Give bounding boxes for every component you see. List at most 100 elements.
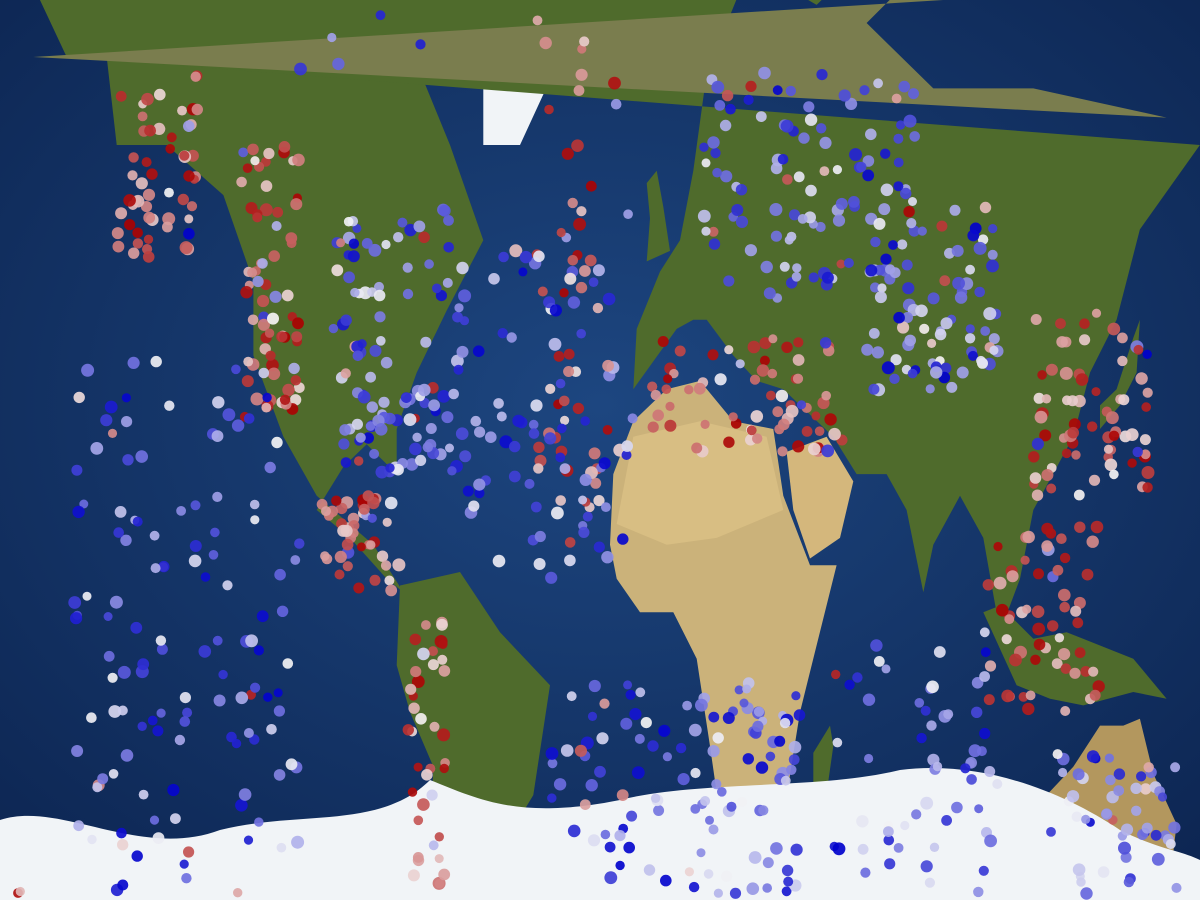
data-point xyxy=(602,425,613,435)
data-point xyxy=(873,656,885,667)
data-point xyxy=(343,216,354,227)
data-point xyxy=(831,669,841,680)
data-point xyxy=(186,201,198,212)
data-point xyxy=(253,645,264,656)
data-point xyxy=(1059,366,1073,380)
data-point xyxy=(362,432,374,444)
data-point xyxy=(493,398,504,409)
data-point xyxy=(167,783,180,797)
data-point xyxy=(1056,336,1068,348)
data-point xyxy=(592,264,605,277)
data-point xyxy=(623,680,633,690)
data-point xyxy=(108,705,122,718)
data-point xyxy=(437,654,448,665)
data-point xyxy=(890,354,902,366)
data-point xyxy=(564,272,577,285)
data-point xyxy=(908,88,919,100)
data-point xyxy=(979,627,990,638)
data-point xyxy=(852,672,863,683)
data-point xyxy=(870,639,883,652)
data-point xyxy=(755,111,767,122)
data-point xyxy=(973,886,984,898)
data-point xyxy=(111,227,124,240)
data-point xyxy=(861,343,874,356)
data-point xyxy=(179,150,190,161)
data-point xyxy=(743,94,754,105)
data-point xyxy=(428,646,438,657)
data-point xyxy=(402,724,414,736)
data-point xyxy=(1089,689,1101,701)
data-point xyxy=(68,596,82,609)
data-point xyxy=(742,753,754,765)
data-point xyxy=(247,267,258,278)
data-point xyxy=(413,815,424,826)
data-point xyxy=(276,842,287,853)
data-point xyxy=(1171,882,1182,893)
data-point xyxy=(819,136,832,149)
data-point xyxy=(849,148,863,162)
data-point xyxy=(468,500,480,512)
data-point xyxy=(575,281,588,294)
data-point xyxy=(610,98,622,110)
data-point xyxy=(432,283,442,294)
data-point xyxy=(518,267,528,277)
data-point xyxy=(1133,344,1144,355)
data-point xyxy=(384,496,398,510)
data-point xyxy=(1060,663,1072,674)
data-point xyxy=(753,706,765,717)
data-point xyxy=(701,226,711,236)
data-point xyxy=(770,230,783,242)
data-point xyxy=(580,416,590,426)
data-point xyxy=(174,734,186,746)
data-point xyxy=(210,527,220,538)
data-point xyxy=(788,209,801,221)
data-point xyxy=(598,457,611,470)
data-point xyxy=(901,259,913,271)
data-point xyxy=(222,580,233,591)
data-point xyxy=(177,105,187,116)
data-point xyxy=(1101,808,1113,820)
data-point xyxy=(243,413,255,424)
data-point xyxy=(273,769,286,781)
data-point xyxy=(906,218,917,229)
data-point xyxy=(974,804,984,814)
data-point xyxy=(422,442,433,453)
data-point xyxy=(780,775,791,786)
data-point xyxy=(986,259,999,273)
data-point xyxy=(796,400,807,410)
data-point xyxy=(682,700,692,711)
data-point xyxy=(1020,555,1030,565)
data-point xyxy=(874,264,886,276)
data-point xyxy=(587,711,598,722)
data-point xyxy=(623,841,635,854)
data-point xyxy=(158,560,170,573)
data-point xyxy=(247,314,259,326)
data-point xyxy=(803,101,815,113)
data-point xyxy=(708,824,719,835)
data-point xyxy=(426,789,438,801)
data-point xyxy=(117,705,128,716)
data-point xyxy=(321,506,331,517)
data-point xyxy=(353,582,365,594)
data-point xyxy=(793,171,805,183)
data-point xyxy=(808,442,821,456)
data-point xyxy=(354,456,364,466)
data-point xyxy=(674,345,686,357)
data-point xyxy=(1130,782,1142,794)
data-point xyxy=(1052,749,1063,760)
data-point xyxy=(691,442,703,454)
data-point xyxy=(397,217,408,228)
data-point xyxy=(629,708,642,721)
data-point xyxy=(900,187,912,200)
data-point xyxy=(412,432,422,442)
data-point xyxy=(767,368,778,379)
data-point xyxy=(792,263,802,273)
data-point xyxy=(560,744,574,757)
data-point xyxy=(792,373,804,384)
data-point xyxy=(254,817,264,827)
data-point xyxy=(811,411,821,421)
data-point xyxy=(601,502,611,512)
data-point xyxy=(271,436,283,449)
